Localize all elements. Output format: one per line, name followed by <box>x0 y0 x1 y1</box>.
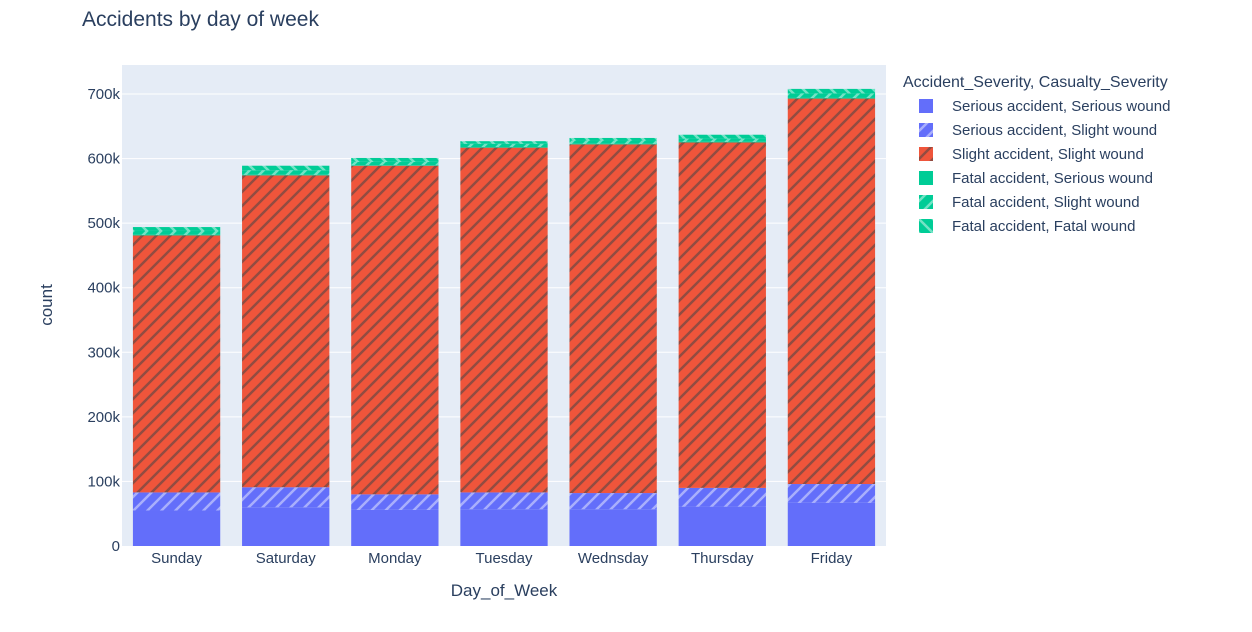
bar-segment <box>132 227 221 231</box>
bar-segment <box>460 147 548 493</box>
bar-segment <box>460 492 548 510</box>
bar-segment <box>351 494 439 510</box>
bar-segment <box>132 234 221 236</box>
bar-segment <box>678 138 766 142</box>
legend-swatch <box>919 99 933 113</box>
x-tick-label: Thursday <box>691 550 754 567</box>
bar-segment <box>678 487 766 507</box>
bar-segment <box>787 502 876 546</box>
bars <box>132 88 876 546</box>
y-tick-label: 100k <box>87 473 120 490</box>
bar-segment <box>569 143 657 145</box>
bar-segment <box>460 146 548 148</box>
x-axis-title: Day_of_Week <box>451 581 558 600</box>
bar-segment <box>242 170 330 175</box>
bar-segment <box>678 142 766 488</box>
bar-segment <box>351 509 439 546</box>
y-tick-label: 600k <box>87 151 120 168</box>
bar-segment <box>787 97 876 99</box>
legend-title: Accident_Severity, Casualty_Severity <box>903 74 1168 91</box>
bar-segment <box>242 487 330 508</box>
bar-segment <box>460 509 548 546</box>
x-tick-label: Wednsday <box>578 550 649 567</box>
bar-segment <box>569 493 657 510</box>
bar-segment <box>787 88 876 94</box>
bar-segment <box>460 143 548 147</box>
bar-segment <box>132 492 221 511</box>
y-tick-label: 400k <box>87 280 120 297</box>
bar-segment <box>351 157 439 162</box>
legend: Accident_Severity, Casualty_Severity Ser… <box>903 74 1170 235</box>
x-tick-label: Saturday <box>256 550 317 567</box>
bar-segment <box>132 510 221 546</box>
y-tick-label: 0 <box>112 538 120 555</box>
bar-segment <box>351 165 439 166</box>
x-tick-label: Friday <box>811 550 853 567</box>
bar-segment <box>242 165 330 171</box>
x-axis-ticks: Sunday Saturday Monday Tuesday Wednsday Thurs… <box>151 550 853 567</box>
legend-swatch <box>919 195 933 209</box>
legend-label: Fatal accident, Fatal wound <box>952 218 1135 235</box>
bar-segment <box>132 230 221 235</box>
y-tick-label: 300k <box>87 344 120 361</box>
bar-segment <box>242 174 330 176</box>
bar-segment <box>569 509 657 546</box>
legend-label: Fatal accident, Slight wound <box>952 194 1140 211</box>
bar-segment <box>787 93 876 98</box>
bar-segment <box>678 506 766 546</box>
x-tick-label: Sunday <box>151 550 202 567</box>
y-tick-label: 500k <box>87 215 120 232</box>
legend-label: Serious accident, Slight wound <box>952 122 1157 139</box>
bar-segment <box>351 161 439 166</box>
y-axis-title: count <box>37 284 56 326</box>
bar-segment <box>569 140 657 144</box>
bar-segment <box>132 235 221 493</box>
bar-segment <box>678 134 766 139</box>
x-tick-label: Monday <box>368 550 422 567</box>
y-axis-ticks: 0 100k 200k 300k 400k 500k 600k 700k <box>87 86 120 555</box>
y-tick-label: 700k <box>87 86 120 103</box>
bar-segment <box>569 137 657 141</box>
legend-swatch <box>919 147 933 161</box>
legend-swatch <box>919 219 933 233</box>
bar-segment <box>787 484 876 503</box>
legend-swatch <box>919 171 933 185</box>
bar-segment <box>787 98 876 485</box>
bar-segment <box>242 507 330 546</box>
chart-title: Accidents by day of week <box>82 8 319 31</box>
legend-swatch <box>919 123 933 137</box>
bar-segment <box>460 141 548 144</box>
bar-segment <box>678 141 766 143</box>
legend-label: Fatal accident, Serious wound <box>952 170 1153 187</box>
legend-label: Serious accident, Serious wound <box>952 98 1170 115</box>
y-tick-label: 200k <box>87 409 120 426</box>
legend-label: Slight accident, Slight wound <box>952 146 1144 163</box>
bar-segment <box>351 165 439 495</box>
bar-segment <box>242 175 330 488</box>
x-tick-label: Tuesday <box>476 550 533 567</box>
bar-segment <box>569 144 657 494</box>
